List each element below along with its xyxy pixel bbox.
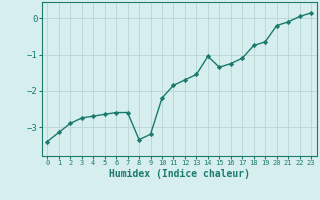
X-axis label: Humidex (Indice chaleur): Humidex (Indice chaleur)	[109, 169, 250, 179]
